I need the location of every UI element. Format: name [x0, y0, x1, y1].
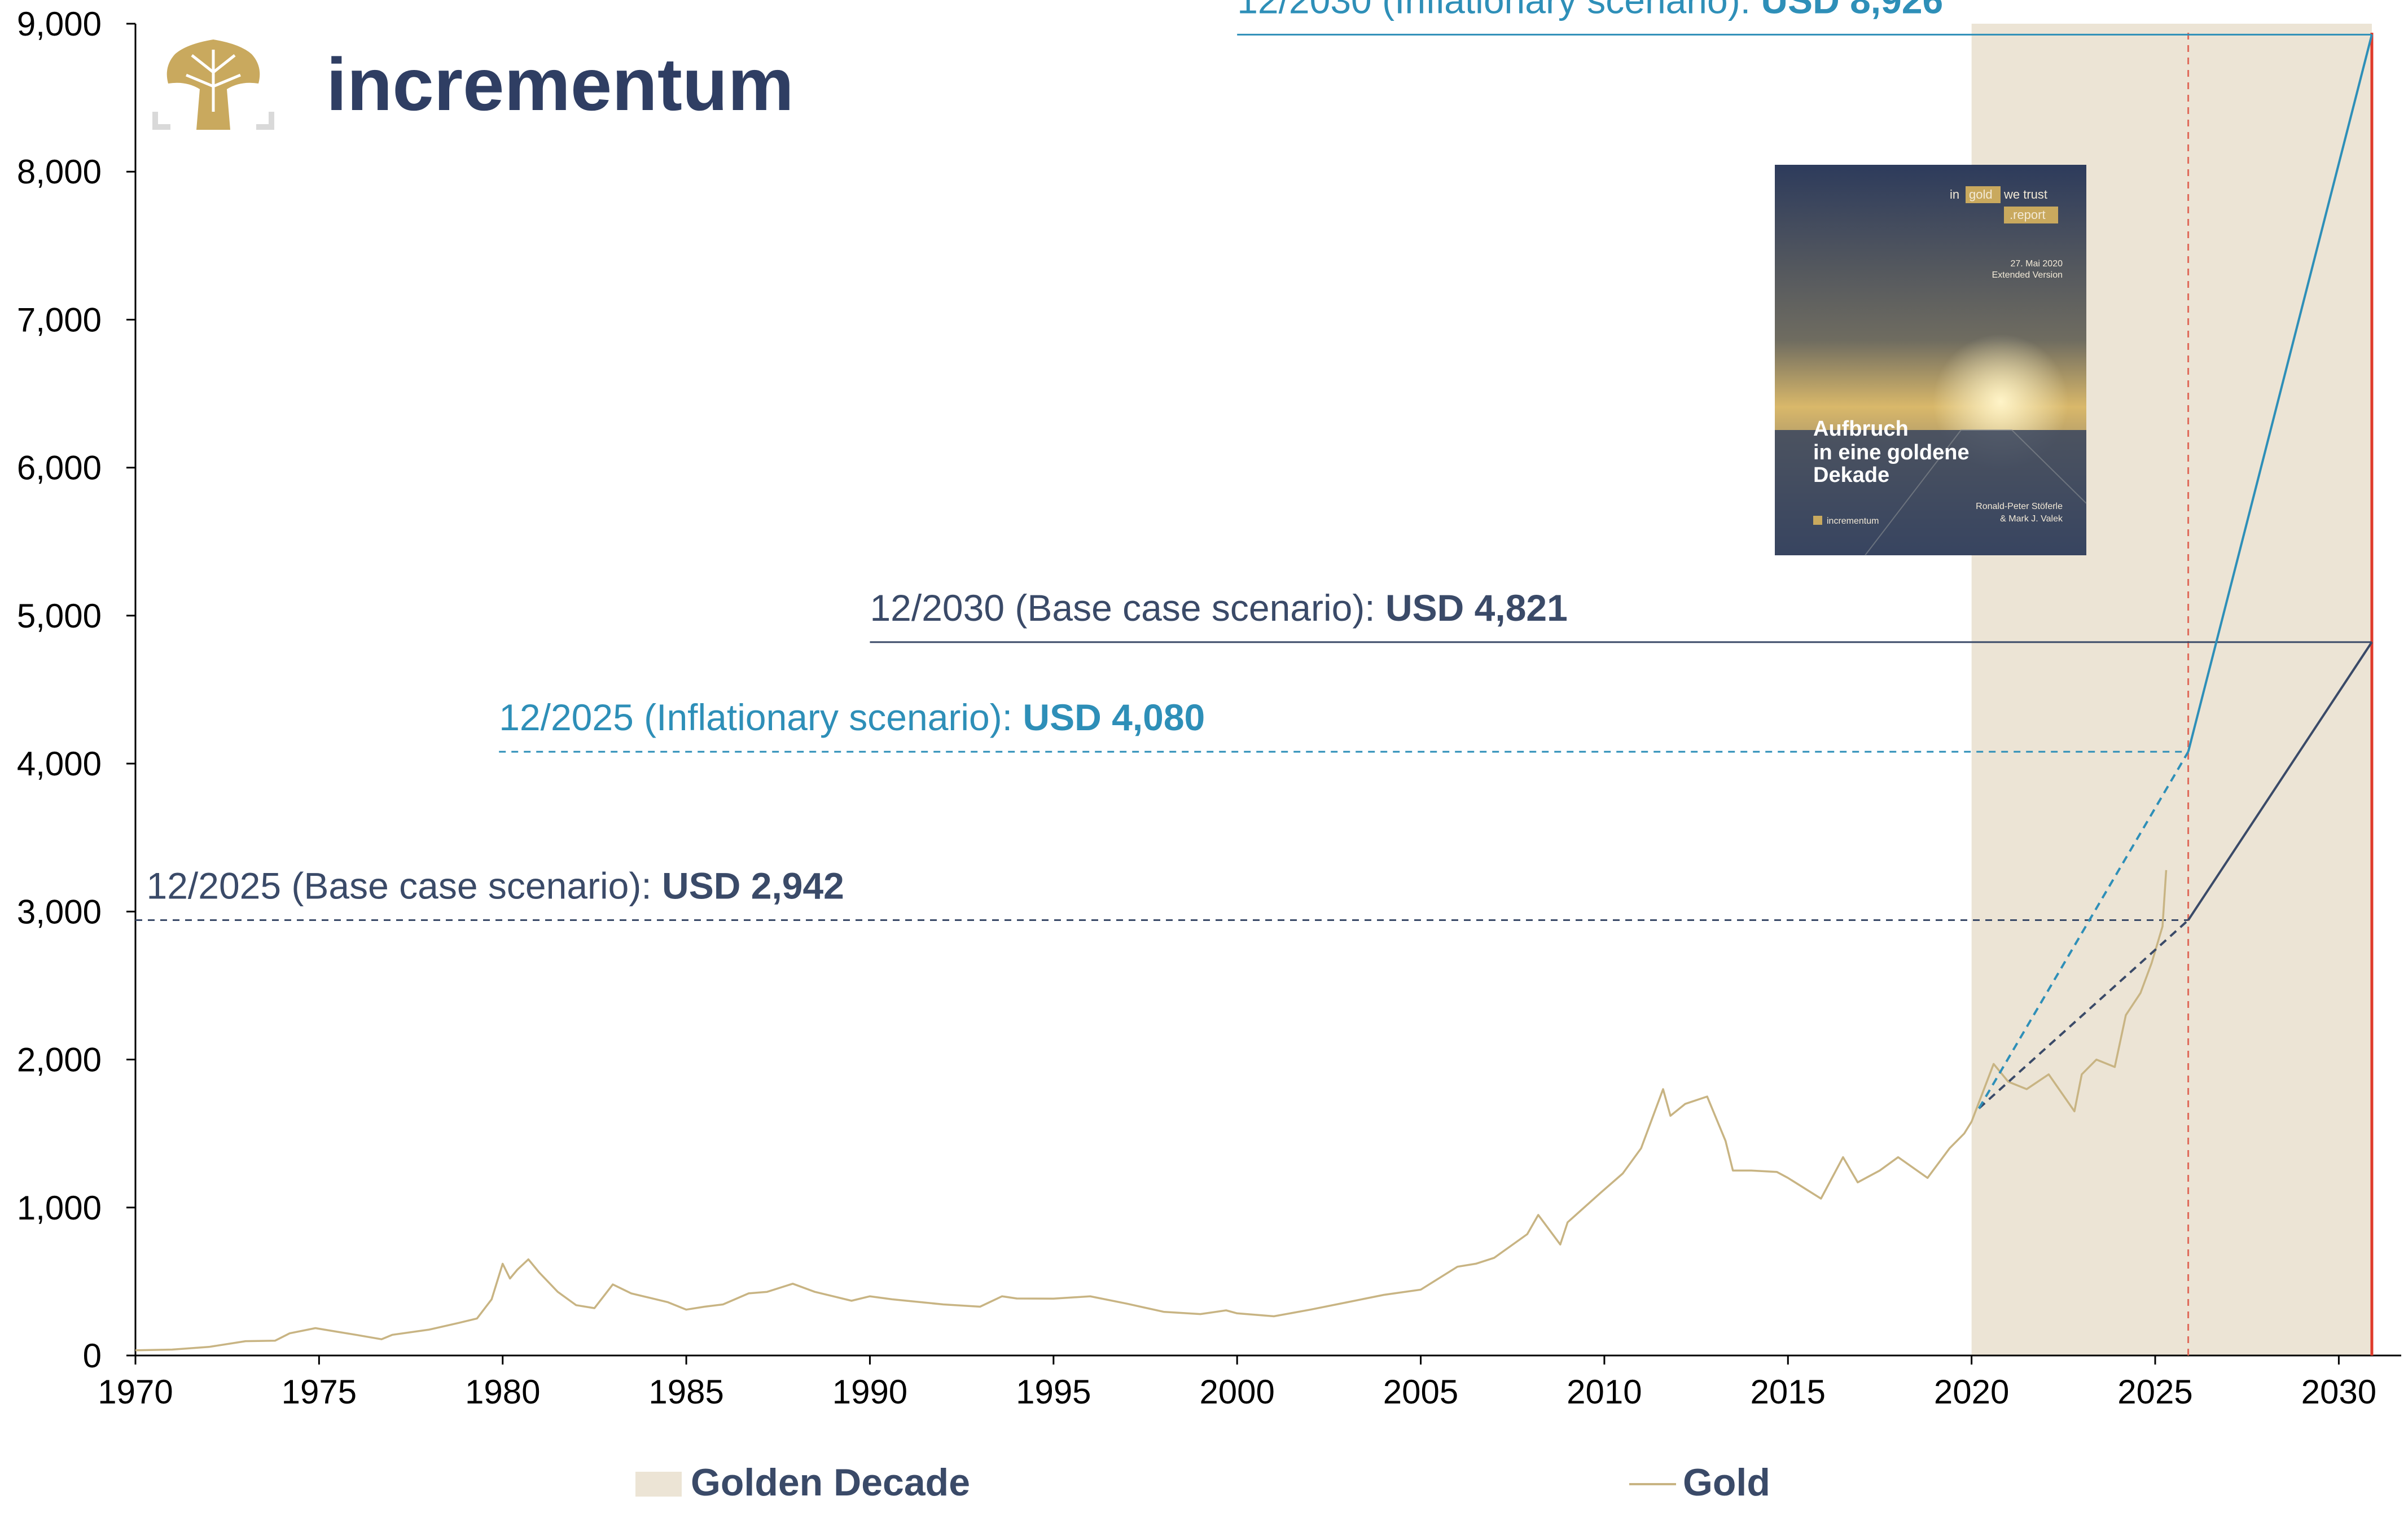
vertical-markers — [2187, 33, 2374, 1355]
legend: Golden Decade Gold — [635, 1461, 1770, 1504]
cover-author-1: Ronald-Peter Stöferle — [1976, 502, 2063, 511]
x-tick-label: 1985 — [648, 1373, 723, 1411]
annotation-scenario-text: 12/2025 (Base case scenario): — [147, 865, 663, 907]
legend-swatch-golden-decade — [635, 1472, 682, 1497]
cover-author-2: & Mark J. Valek — [2000, 514, 2063, 524]
x-tick-label: 1975 — [282, 1373, 357, 1411]
y-axis-ticks: 0 1,000 2,000 3,000 4,000 5,000 6,000 7,000 8,00… — [17, 5, 135, 1375]
annotation-scenario-text: 12/2030 (Base case scenario): — [870, 587, 1385, 629]
annotation-labels: 12/2025 (Base case scenario): USD 2,9421… — [147, 0, 1944, 907]
report-cover-image: in gold we trust .report 27. Mai 2020 Ex… — [1775, 165, 2087, 556]
series-lines — [135, 34, 2373, 1352]
cover-date: 27. Mai 2020 — [2010, 259, 2063, 269]
annotation-value: USD 8,926 — [1761, 0, 1943, 21]
annotation-label: 12/2025 (Base case scenario): USD 2,942 — [147, 865, 844, 907]
cover-brand-we-trust: we trust — [2003, 187, 2047, 201]
annotation-value: USD 4,080 — [1023, 696, 1205, 738]
annotation-lines — [135, 33, 2372, 922]
x-tick-label: 1995 — [1016, 1373, 1091, 1411]
x-tick-label: 2010 — [1567, 1373, 1642, 1411]
annotation-value: USD 4,821 — [1385, 587, 1568, 629]
y-tick-label: 0 — [83, 1337, 102, 1375]
annotation-value: USD 2,942 — [662, 865, 844, 907]
annotation-scenario-text: 12/2025 (Inflationary scenario): — [499, 696, 1023, 738]
x-tick-label: 1980 — [465, 1373, 540, 1411]
cover-brand-in: in — [1950, 187, 1959, 201]
incrementum-logo: incrementum — [152, 40, 794, 130]
y-tick-label: 8,000 — [17, 153, 102, 191]
x-tick-label: 2030 — [2301, 1373, 2376, 1411]
legend-label-gold: Gold — [1683, 1461, 1770, 1504]
y-tick-label: 7,000 — [17, 301, 102, 339]
cover-publisher: incrementum — [1827, 516, 1879, 526]
tree-icon — [152, 40, 274, 130]
y-tick-label: 1,000 — [17, 1189, 102, 1227]
annotation-label: 12/2025 (Inflationary scenario): USD 4,0… — [499, 696, 1205, 738]
x-axis-ticks: 1970 1975 1980 1985 1990 1995 2000 2005 2010 2015… — [98, 1355, 2376, 1411]
annotation-label: 12/2030 (Base case scenario): USD 4,821 — [870, 587, 1567, 629]
y-tick-label: 5,000 — [17, 597, 102, 635]
y-tick-label: 6,000 — [17, 449, 102, 487]
x-tick-label: 1970 — [98, 1373, 173, 1411]
y-tick-label: 4,000 — [17, 745, 102, 783]
x-tick-label: 2015 — [1751, 1373, 1826, 1411]
cover-version: Extended Version — [1992, 270, 2063, 280]
cover-title-line-1: Aufbruch — [1813, 417, 1909, 441]
cover-title-line-2: in eine goldene — [1813, 441, 1970, 464]
y-tick-label: 3,000 — [17, 893, 102, 931]
annotation-label: 12/2030 (Inflationary scenario): USD 8,9… — [1237, 0, 1943, 21]
x-tick-label: 1990 — [832, 1373, 907, 1411]
y-tick-label: 2,000 — [17, 1041, 102, 1079]
cover-brand-report: .report — [2010, 208, 2046, 222]
y-tick-label: 9,000 — [17, 5, 102, 43]
cover-title-line-3: Dekade — [1813, 463, 1889, 487]
annotation-scenario-text: 12/2030 (Inflationary scenario): — [1237, 0, 1761, 21]
scenario-projection-line — [2187, 34, 2373, 752]
scenario-projection-line — [1977, 751, 2190, 1109]
gold-price-line — [135, 870, 2168, 1352]
scenario-projection-line — [2187, 641, 2373, 921]
x-tick-label: 2000 — [1199, 1373, 1274, 1411]
scenario-projection-line — [1978, 919, 2189, 1109]
cover-logo-icon — [1813, 516, 1822, 525]
axes: 0 1,000 2,000 3,000 4,000 5,000 6,000 7,000 8,00… — [17, 5, 2401, 1411]
cover-brand-gold: gold — [1969, 187, 1993, 201]
x-tick-label: 2005 — [1383, 1373, 1458, 1411]
logo-wordmark: incrementum — [326, 43, 794, 126]
x-tick-label: 2020 — [1934, 1373, 2009, 1411]
x-tick-label: 2025 — [2117, 1373, 2192, 1411]
legend-label-golden-decade: Golden Decade — [691, 1461, 970, 1504]
